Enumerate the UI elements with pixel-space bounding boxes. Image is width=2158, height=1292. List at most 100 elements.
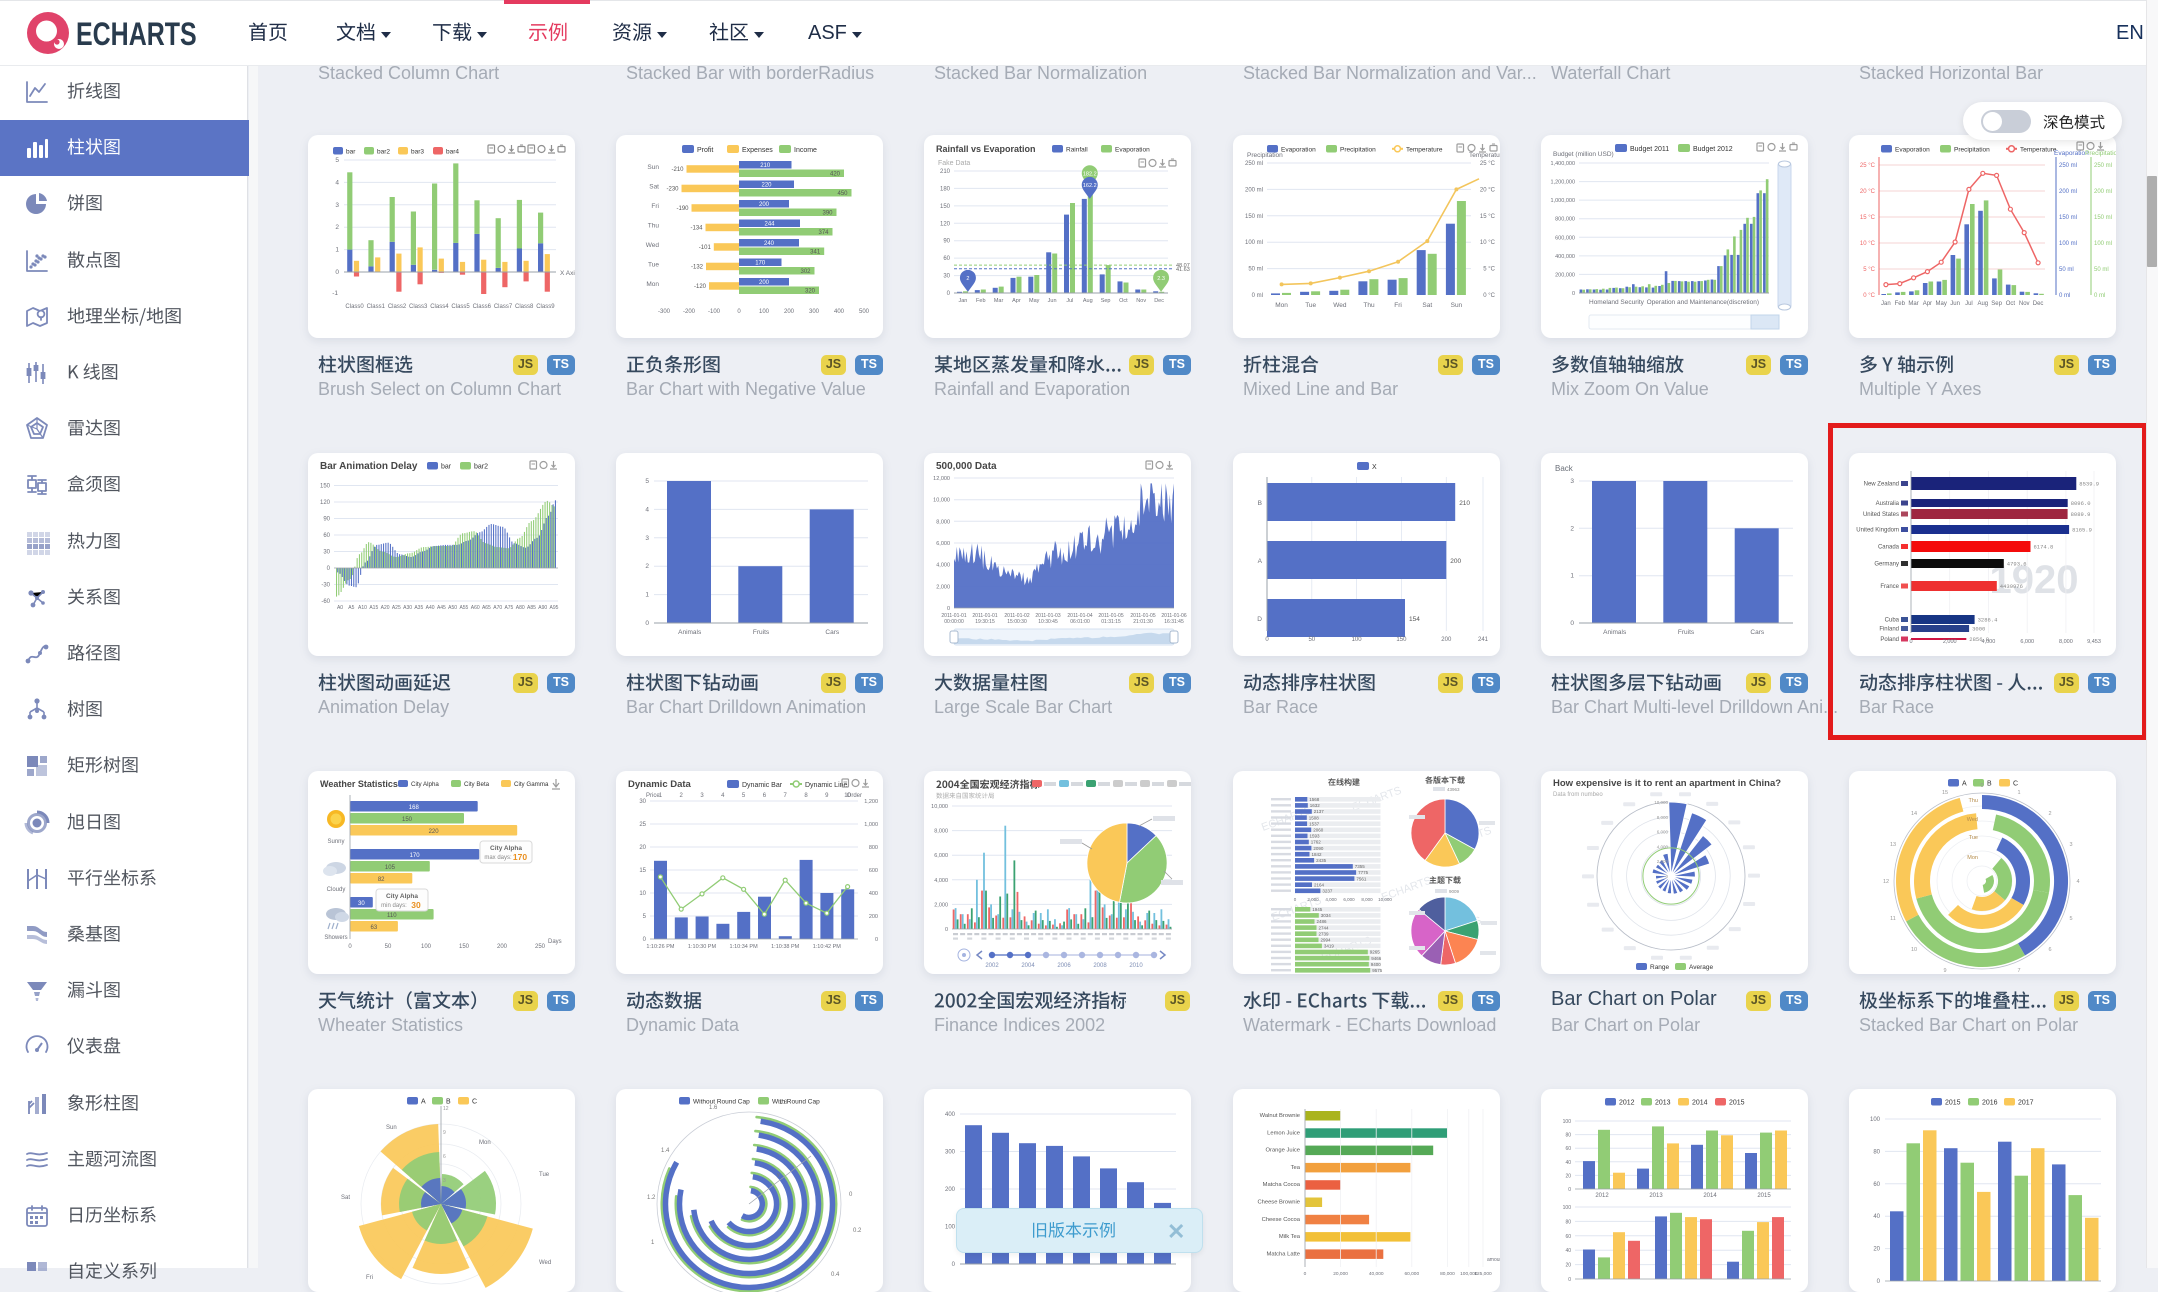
- svg-text:0 °C: 0 °C: [1863, 293, 1875, 299]
- svg-text:80,000: 80,000: [1440, 1271, 1455, 1277]
- svg-text:5: 5: [645, 478, 649, 485]
- svg-text:120: 120: [320, 500, 331, 506]
- svg-text:1,200: 1,200: [864, 799, 878, 805]
- svg-text:2090: 2090: [1313, 846, 1324, 851]
- svg-text:9265: 9265: [1370, 950, 1381, 955]
- svg-text:bar4: bar4: [446, 149, 459, 156]
- svg-text:2014: 2014: [1692, 1100, 1708, 1107]
- svg-text:80: 80: [1873, 1149, 1880, 1155]
- svg-text:4,000: 4,000: [1325, 897, 1337, 902]
- svg-text:240: 240: [764, 241, 775, 247]
- svg-text:5 °C: 5 °C: [1483, 267, 1495, 273]
- svg-text:9466: 9466: [1371, 956, 1382, 961]
- svg-text:500: 500: [859, 309, 870, 315]
- svg-text:Milk Tea: Milk Tea: [1279, 1234, 1301, 1240]
- svg-text:Precipitation: Precipitation: [1340, 147, 1376, 154]
- svg-text:1:10:38 PM: 1:10:38 PM: [771, 944, 800, 950]
- svg-text:Mon: Mon: [1275, 302, 1288, 309]
- svg-text:Aug: Aug: [1977, 301, 1988, 307]
- svg-text:Thu: Thu: [1363, 302, 1375, 309]
- svg-text:Evaporation: Evaporation: [2054, 150, 2089, 157]
- svg-text:Mar: Mar: [1908, 301, 1918, 307]
- svg-text:A75: A75: [504, 605, 513, 611]
- svg-text:1:10:26 PM: 1:10:26 PM: [646, 944, 675, 950]
- svg-text:0: 0: [643, 937, 647, 943]
- svg-text:00:00:00: 00:00:00: [944, 619, 964, 625]
- svg-text:A15: A15: [369, 605, 378, 611]
- svg-text:10,000: 10,000: [1378, 897, 1392, 902]
- svg-text:Jan: Jan: [958, 298, 967, 304]
- svg-text:250 ml: 250 ml: [2059, 163, 2077, 169]
- svg-text:Cheese Cocoa: Cheese Cocoa: [1262, 1217, 1301, 1223]
- svg-text:Apr: Apr: [1012, 298, 1021, 304]
- svg-text:302: 302: [800, 269, 811, 275]
- svg-text:Dynamic Line: Dynamic Line: [805, 782, 848, 789]
- svg-text:Nov: Nov: [1136, 298, 1146, 304]
- svg-text:Class0: Class0: [345, 304, 364, 310]
- svg-text:Class3: Class3: [409, 304, 428, 310]
- svg-text:Orange Juice: Orange Juice: [1266, 1148, 1300, 1154]
- svg-text:168: 168: [409, 805, 420, 811]
- svg-text:0: 0: [947, 291, 951, 297]
- svg-text:1: 1: [651, 1240, 655, 1246]
- svg-text:40,000: 40,000: [1369, 1271, 1384, 1277]
- svg-text:Cheese Brownie: Cheese Brownie: [1257, 1200, 1300, 1206]
- svg-text:Back: Back: [1555, 464, 1574, 473]
- svg-text:A45: A45: [437, 605, 446, 611]
- svg-text:Precipitation: Precipitation: [1954, 147, 1990, 154]
- svg-text:0: 0: [1572, 291, 1575, 297]
- svg-text:200: 200: [945, 1187, 956, 1193]
- svg-text:9: 9: [1943, 968, 1946, 974]
- svg-text:City Gamma: City Gamma: [514, 781, 549, 788]
- svg-text:20,000: 20,000: [1333, 1271, 1348, 1277]
- svg-text:A90: A90: [538, 605, 547, 611]
- svg-text:5: 5: [742, 793, 746, 799]
- svg-text:50 ml: 50 ml: [2094, 267, 2109, 273]
- svg-text:80: 80: [1565, 1133, 1571, 1139]
- svg-text:A65: A65: [482, 605, 491, 611]
- svg-text:-230: -230: [666, 187, 679, 193]
- svg-text:Class2: Class2: [388, 304, 407, 310]
- svg-text:7: 7: [2017, 968, 2020, 974]
- svg-text:Mar: Mar: [994, 298, 1004, 304]
- svg-text:170: 170: [410, 853, 421, 859]
- svg-text:25 °C: 25 °C: [1860, 163, 1876, 169]
- svg-text:Sun: Sun: [1451, 302, 1463, 309]
- svg-text:0: 0: [1568, 1187, 1571, 1193]
- svg-text:210: 210: [940, 169, 951, 175]
- svg-text:2013: 2013: [1655, 1100, 1671, 1107]
- svg-text:A30: A30: [403, 605, 412, 611]
- svg-text:15: 15: [639, 868, 646, 874]
- svg-text:2,000: 2,000: [936, 584, 950, 590]
- svg-text:Budget 2012: Budget 2012: [1693, 146, 1733, 153]
- svg-text:Class4: Class4: [430, 304, 449, 310]
- svg-text:50: 50: [1308, 637, 1315, 643]
- svg-text:Income: Income: [794, 147, 817, 154]
- svg-text:0: 0: [645, 620, 649, 627]
- svg-text:Cars: Cars: [1750, 629, 1764, 636]
- svg-text:162.2: 162.2: [1083, 183, 1097, 189]
- svg-text:min days:: min days:: [381, 903, 407, 909]
- svg-text:Expenses: Expenses: [742, 147, 773, 154]
- svg-text:1.4: 1.4: [661, 1148, 670, 1154]
- svg-text:600,000: 600,000: [1555, 235, 1575, 241]
- svg-text:150: 150: [1396, 637, 1407, 643]
- svg-text:6,000: 6,000: [1657, 830, 1669, 835]
- svg-text:1:10:30 PM: 1:10:30 PM: [688, 944, 717, 950]
- svg-text:2164: 2164: [1314, 882, 1325, 887]
- svg-text:0: 0: [1265, 637, 1269, 643]
- svg-text:0.4: 0.4: [831, 1272, 840, 1278]
- svg-text:1537: 1537: [1309, 821, 1320, 826]
- svg-text:Thu: Thu: [648, 223, 660, 230]
- svg-text:Walnut Brownie: Walnut Brownie: [1260, 1113, 1300, 1119]
- svg-text:Budget 2011: Budget 2011: [1630, 146, 1669, 153]
- svg-text:5 °C: 5 °C: [1863, 267, 1875, 273]
- svg-text:Wed: Wed: [1967, 817, 1978, 823]
- svg-text:A20: A20: [381, 605, 390, 611]
- svg-text:Class5: Class5: [451, 304, 470, 310]
- svg-text:60: 60: [1873, 1182, 1880, 1188]
- svg-text:120: 120: [940, 221, 951, 227]
- svg-text:41.63: 41.63: [1176, 267, 1190, 273]
- svg-text:Mon: Mon: [479, 1140, 491, 1146]
- svg-text:Profit: Profit: [697, 147, 713, 154]
